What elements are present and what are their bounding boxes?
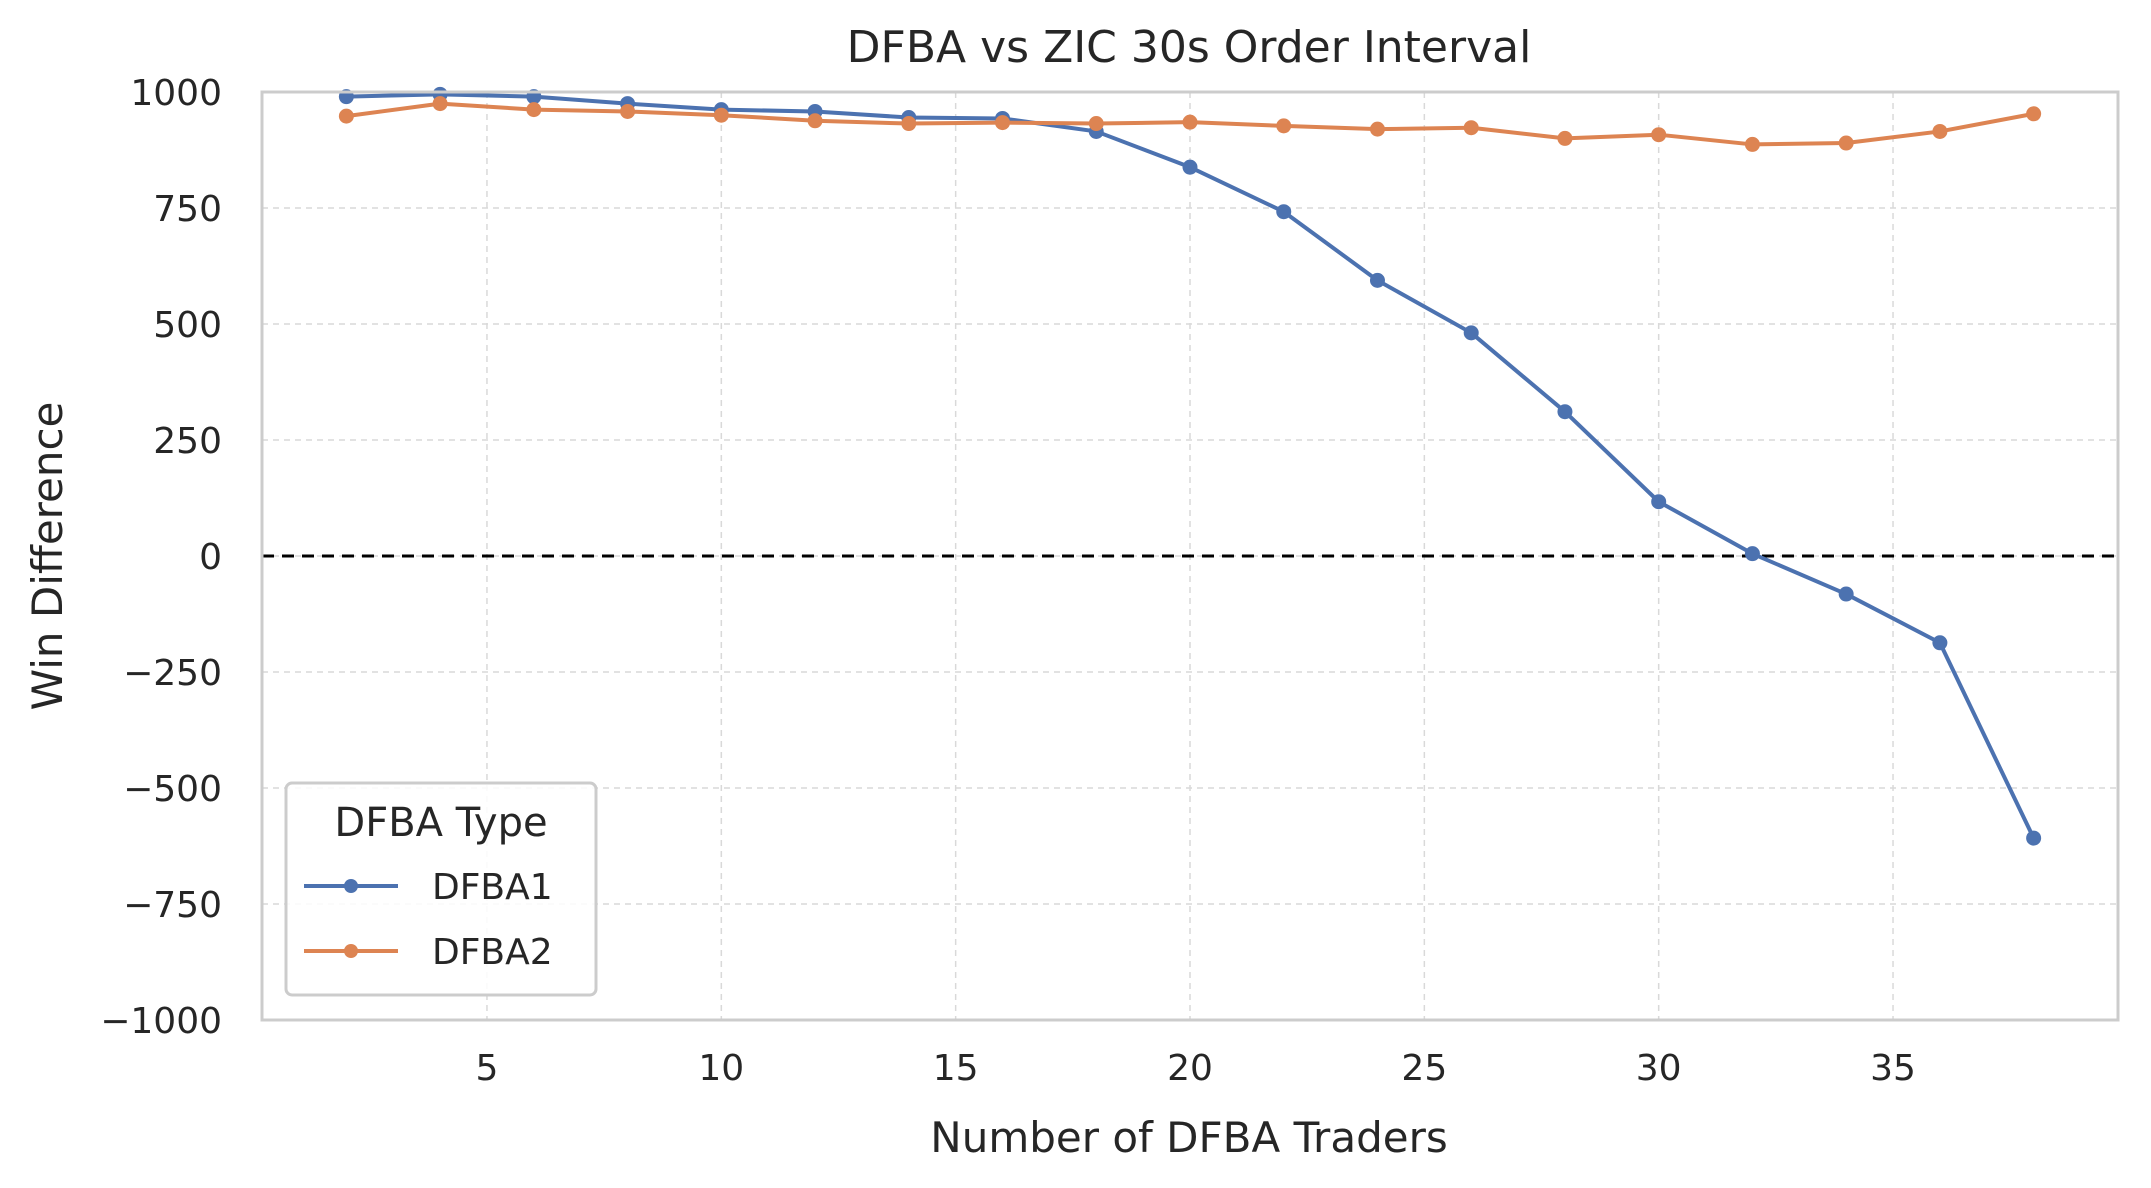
data-point-dfba1 xyxy=(2026,830,2042,846)
x-tick-label: 25 xyxy=(1401,1048,1447,1089)
data-point-dfba2 xyxy=(1838,135,1854,151)
y-tick-labels: −1000 −750 −500 −250 0 250 500 750 1000 xyxy=(100,73,222,1042)
y-tick-label: −250 xyxy=(123,653,222,694)
data-point-dfba2 xyxy=(1369,121,1385,137)
data-point-dfba2 xyxy=(526,102,542,118)
legend-marker-dfba2 xyxy=(344,944,358,958)
data-point-dfba2 xyxy=(807,113,823,129)
data-point-dfba2 xyxy=(1651,127,1667,143)
data-point-dfba1 xyxy=(1557,404,1573,420)
x-axis-label: Number of DFBA Traders xyxy=(930,1113,1447,1162)
y-tick-label: 250 xyxy=(153,421,222,462)
x-tick-label: 20 xyxy=(1167,1048,1213,1089)
chart-title: DFBA vs ZIC 30s Order Interval xyxy=(847,22,1532,73)
data-point-dfba2 xyxy=(432,96,448,112)
data-point-dfba2 xyxy=(338,108,354,124)
y-tick-label: 1000 xyxy=(130,73,222,114)
y-tick-label: 0 xyxy=(199,537,222,578)
data-point-dfba1 xyxy=(1744,546,1760,562)
data-point-dfba2 xyxy=(620,103,636,119)
data-point-dfba1 xyxy=(1932,635,1948,651)
x-tick-label: 15 xyxy=(933,1048,979,1089)
y-tick-label: 500 xyxy=(153,305,222,346)
x-tick-label: 10 xyxy=(698,1048,744,1089)
data-point-dfba2 xyxy=(2026,106,2042,122)
data-point-dfba2 xyxy=(1276,118,1292,134)
y-tick-label: −750 xyxy=(123,885,222,926)
data-point-dfba2 xyxy=(1932,123,1948,139)
data-point-dfba2 xyxy=(901,116,917,132)
legend: DFBA Type DFBA1 DFBA2 xyxy=(284,781,598,997)
x-tick-label: 5 xyxy=(476,1048,499,1089)
series-layer xyxy=(338,86,2042,846)
data-point-dfba2 xyxy=(1557,130,1573,146)
data-point-dfba1 xyxy=(1369,272,1385,288)
data-point-dfba1 xyxy=(1276,204,1292,220)
legend-title: DFBA Type xyxy=(334,800,547,846)
data-point-dfba1 xyxy=(1838,586,1854,602)
data-point-dfba2 xyxy=(1744,136,1760,152)
data-point-dfba2 xyxy=(1088,116,1104,132)
y-tick-label: −1000 xyxy=(100,1001,222,1042)
data-point-dfba2 xyxy=(1463,120,1479,136)
y-axis-label: Win Difference xyxy=(23,402,72,711)
legend-label-dfba1: DFBA1 xyxy=(432,867,553,908)
x-tick-label: 30 xyxy=(1636,1048,1682,1089)
legend-marker-dfba1 xyxy=(344,879,358,893)
data-point-dfba1 xyxy=(1651,494,1667,510)
y-tick-label: −500 xyxy=(123,769,222,810)
data-point-dfba2 xyxy=(713,107,729,123)
legend-box xyxy=(284,781,598,997)
series-dfba2 xyxy=(338,96,2042,152)
y-tick-label: 750 xyxy=(153,189,222,230)
data-point-dfba2 xyxy=(995,115,1011,131)
legend-label-dfba2: DFBA2 xyxy=(432,932,553,973)
data-point-dfba1 xyxy=(1182,159,1198,175)
data-point-dfba1 xyxy=(1463,325,1479,341)
x-tick-labels: 5 10 15 20 25 30 35 xyxy=(476,1048,1916,1089)
x-tick-label: 35 xyxy=(1870,1048,1916,1089)
data-point-dfba2 xyxy=(1182,114,1198,130)
plot-frame xyxy=(260,90,2120,1022)
